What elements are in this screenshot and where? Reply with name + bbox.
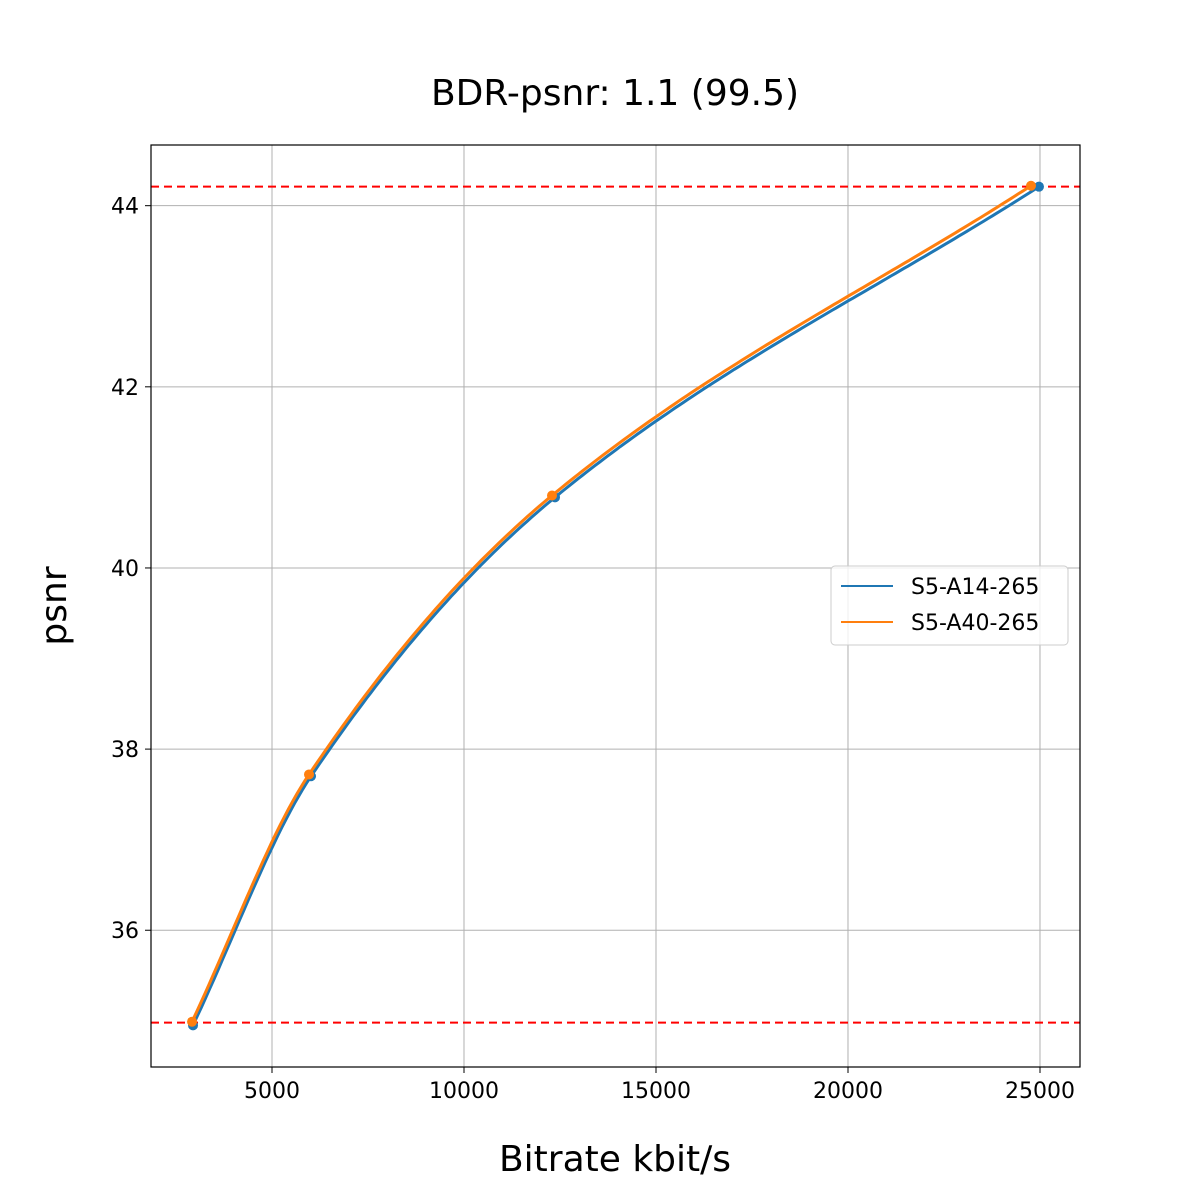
y-tick-label: 40	[111, 557, 139, 582]
x-tick-label: 5000	[244, 1079, 300, 1104]
y-tick-label: 42	[111, 376, 139, 401]
series-line-1	[190, 184, 1032, 1023]
data-point	[1033, 181, 1044, 192]
data-point	[187, 1016, 198, 1027]
x-tick-label: 10000	[429, 1079, 499, 1104]
series-group	[187, 180, 1044, 1031]
y-ticks: 36 38 40 42 44	[111, 195, 151, 944]
legend-label-0: S5-A14-265	[911, 575, 1039, 600]
chart-title: BDR-psnr: 1.1 (99.5)	[431, 73, 799, 114]
x-tick-label: 20000	[813, 1079, 883, 1104]
y-tick-label: 36	[111, 919, 139, 944]
x-tick-label: 15000	[621, 1079, 691, 1104]
plot-frame	[150, 144, 1081, 1068]
series-line-0	[191, 185, 1040, 1026]
x-tick-label: 25000	[1005, 1079, 1075, 1104]
data-point	[304, 769, 315, 780]
data-point	[1026, 180, 1037, 191]
y-tick-label: 38	[111, 738, 139, 763]
reference-lines	[151, 185, 1080, 1024]
x-axis-label: Bitrate kbit/s	[499, 1139, 731, 1180]
y-tick-label: 44	[111, 195, 139, 220]
legend: S5-A14-265 S5-A40-265	[830, 565, 1069, 646]
y-axis-label: psnr	[34, 566, 75, 645]
legend-label-1: S5-A40-265	[911, 611, 1039, 636]
data-point	[547, 490, 558, 501]
x-ticks: 5000 10000 15000 20000 25000	[244, 1067, 1075, 1104]
